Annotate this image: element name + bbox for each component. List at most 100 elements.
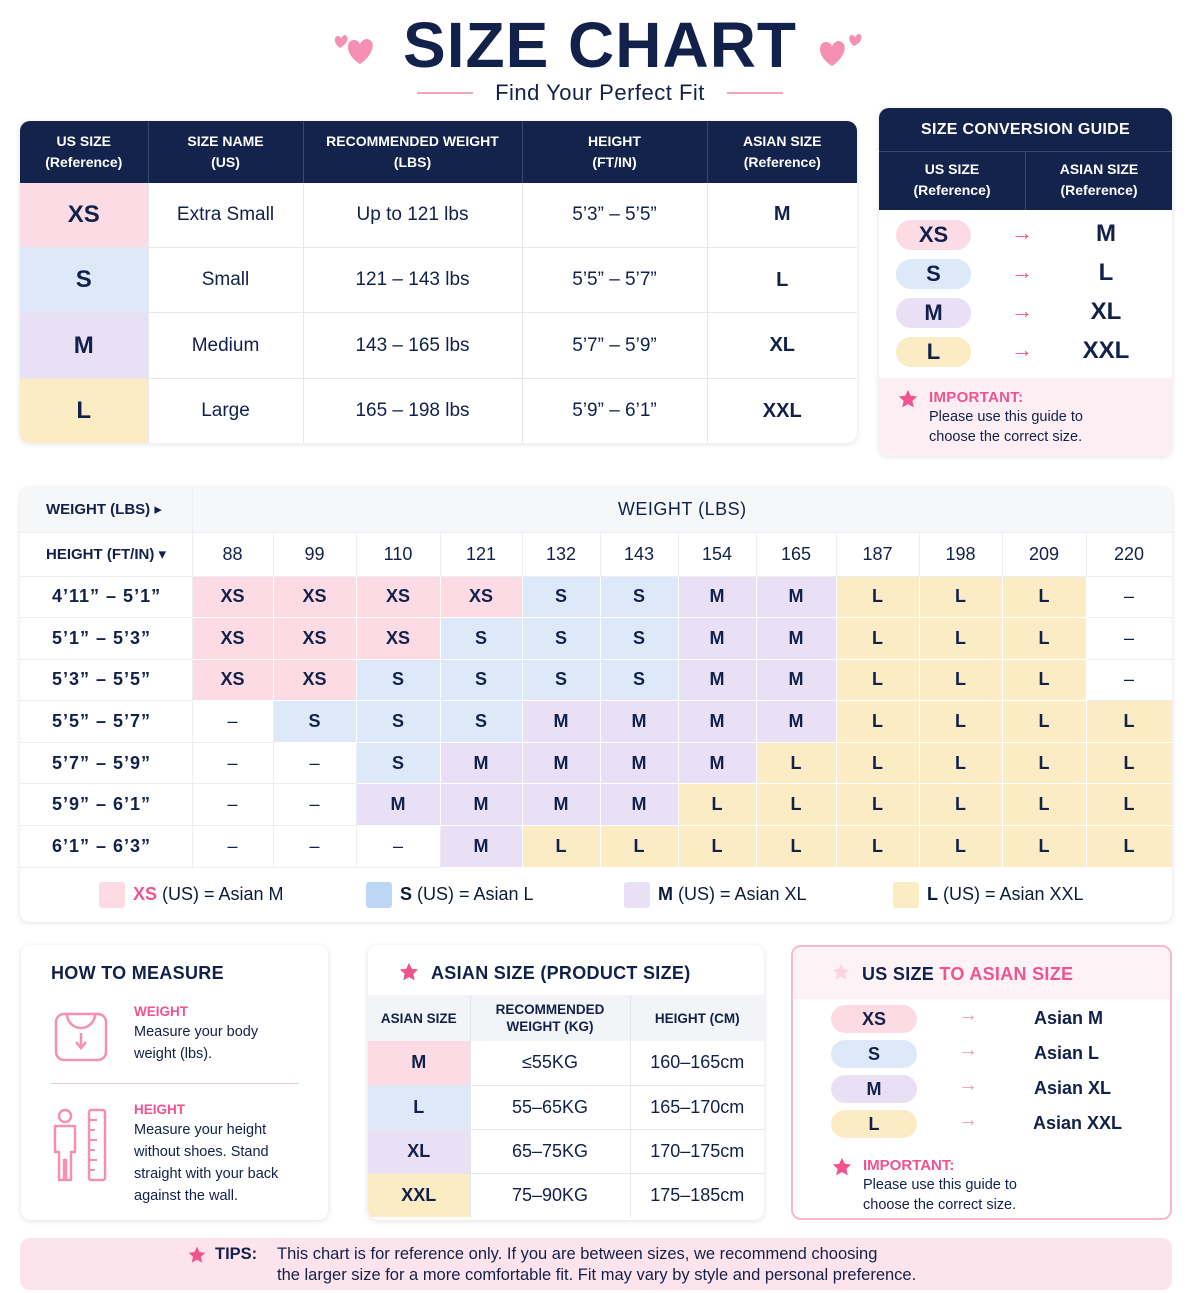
size-cell: M xyxy=(756,617,837,660)
weight-text-2: weight (lbs). xyxy=(134,1046,213,1062)
size-cell: S xyxy=(600,659,679,702)
size-cell: – xyxy=(1086,659,1172,702)
us-size-pill: S xyxy=(896,259,971,289)
conversion-row: L → XXL xyxy=(879,337,1172,367)
size-table-header: US SIZE (Reference) SIZE NAME (US) RECOMME… xyxy=(20,121,857,183)
legend-item-m: M (US) = Asian XL xyxy=(624,867,807,922)
legend-code: L xyxy=(927,884,938,904)
asian-size-value: Asian L xyxy=(1034,1043,1100,1063)
size-cell: L xyxy=(836,742,920,785)
size-cell: M xyxy=(756,659,837,702)
size-cell: – xyxy=(192,700,274,743)
size-cell: – xyxy=(192,783,274,827)
header-text: ASIAN SIZE xyxy=(1059,161,1139,177)
size-cell: XS xyxy=(192,659,274,702)
header-subtext: (Reference) xyxy=(45,154,123,170)
tips-text-2: the larger size for a more comfortable f… xyxy=(277,1266,917,1284)
header-text: HEIGHT xyxy=(588,133,641,149)
table-row: 5’5” – 5’7” – S S S M M M M L L L L xyxy=(20,700,1172,743)
size-cell: L xyxy=(1002,825,1087,868)
size-cell: L xyxy=(1086,825,1172,868)
important-label: IMPORTANT: xyxy=(863,1157,955,1174)
corner-height-label: HEIGHT (FT/IN) ▾ xyxy=(20,532,193,577)
size-cell: L xyxy=(756,825,837,868)
size-cell: S xyxy=(356,742,441,785)
size-cell: L xyxy=(1002,742,1087,785)
weight-value: 154 xyxy=(678,532,757,577)
weight-cell: 121 – 143 lbs xyxy=(303,247,523,314)
header-text: RECOMMENDED xyxy=(495,1002,605,1017)
legend-text: (US) = Asian XL xyxy=(678,884,807,904)
important-text-1: Please use this guide to xyxy=(929,409,1083,425)
height-cell: 160–165cm xyxy=(630,1041,764,1086)
size-cell: M xyxy=(678,742,757,785)
size-name-cell: Extra Small xyxy=(148,183,304,248)
us-size-pill: M xyxy=(896,298,971,328)
weight-cell: 55–65KG xyxy=(470,1085,631,1130)
weight-values-row: HEIGHT (FT/IN) ▾ 88 99 110 121 132 143 154 165 1… xyxy=(20,532,1172,577)
weight-height-grid: WEIGHT (LBS) ▸ WEIGHT (LBS) HEIGHT (FT/I… xyxy=(20,487,1172,922)
corner-weight-label: WEIGHT (LBS) ▸ xyxy=(20,487,193,533)
asian-size-cell: XXL xyxy=(368,1173,471,1217)
weight-value: 121 xyxy=(440,532,523,577)
arrow-right-icon: → xyxy=(958,1004,978,1026)
height-label: HEIGHT xyxy=(134,1102,186,1117)
header-text: RECOMMENDED WEIGHT xyxy=(326,133,499,149)
size-cell: L xyxy=(600,825,679,868)
arrow-right-icon: → xyxy=(958,1039,978,1061)
size-cell: M xyxy=(440,783,523,827)
table-row: 5’1” – 5’3” XS XS XS S S S M M L L L – xyxy=(20,617,1172,660)
size-cell: – xyxy=(1086,617,1172,660)
size-cell: M xyxy=(600,742,679,785)
size-cell: M xyxy=(522,742,601,785)
size-cell: S xyxy=(522,576,601,619)
header-text: US SIZE xyxy=(56,133,111,149)
arrow-right-icon: → xyxy=(1011,220,1033,245)
col-height-cm: HEIGHT (CM) xyxy=(630,995,764,1041)
star-icon xyxy=(832,1157,852,1176)
weight-value: 220 xyxy=(1086,532,1172,577)
title-part-us: US SIZE xyxy=(862,964,940,984)
size-cell: L xyxy=(836,617,920,660)
size-cell: M xyxy=(440,742,523,785)
header-subtext: (LBS) xyxy=(393,154,432,170)
size-cell: S xyxy=(273,700,357,743)
size-cell: L xyxy=(1002,659,1087,702)
size-name-cell: Large xyxy=(148,378,304,443)
size-cell: S xyxy=(440,700,523,743)
legend-swatch xyxy=(624,881,650,908)
height-cell: 5’9” – 6’1” xyxy=(522,378,708,443)
asian-size-table: ASIAN SIZE RECOMMENDED WEIGHT (KG) HEIGHT… xyxy=(368,995,764,1217)
arrow-right-icon: → xyxy=(1011,337,1033,362)
col-us-size: US SIZE (Reference) xyxy=(20,121,149,183)
size-cell: XS xyxy=(356,576,441,619)
conversion-row: M → XL xyxy=(879,298,1172,328)
asian-size-cell: XL xyxy=(707,312,857,380)
header-subtext: (Reference) xyxy=(743,154,821,170)
important-note: IMPORTANT: Please use this guide to choo… xyxy=(879,378,1172,456)
size-cell: L xyxy=(919,659,1003,702)
size-cell: L xyxy=(1002,617,1087,660)
us-size-pill: M xyxy=(831,1075,917,1103)
header-text: ASIAN SIZE xyxy=(742,133,822,149)
legend-code: S xyxy=(400,884,413,904)
weight-value: 187 xyxy=(836,532,920,577)
hearts-left-icon xyxy=(334,35,373,64)
arrow-right-icon: → xyxy=(958,1074,978,1096)
legend-item-xs: XS (US) = Asian M xyxy=(99,867,284,922)
size-cell: L xyxy=(1086,700,1172,743)
subtitle-line-left xyxy=(417,92,474,94)
size-cell: XS xyxy=(273,576,357,619)
us-size-pill: L xyxy=(831,1110,917,1138)
us-to-asian-panel: US SIZE TO ASIAN SIZE XS → Asian M S → A… xyxy=(791,945,1172,1220)
size-cell: S xyxy=(356,700,441,743)
legend-swatch xyxy=(893,881,919,908)
height-text-2: without shoes. Stand xyxy=(134,1144,269,1160)
scale-icon xyxy=(54,1012,108,1062)
tips-label: TIPS: xyxy=(215,1245,258,1263)
height-text-3: straight with your back xyxy=(134,1166,279,1182)
page-title: SIZE CHART xyxy=(403,9,797,81)
size-cell: L xyxy=(1002,783,1087,827)
weight-value: 209 xyxy=(1002,532,1087,577)
size-cell: – xyxy=(192,825,274,868)
